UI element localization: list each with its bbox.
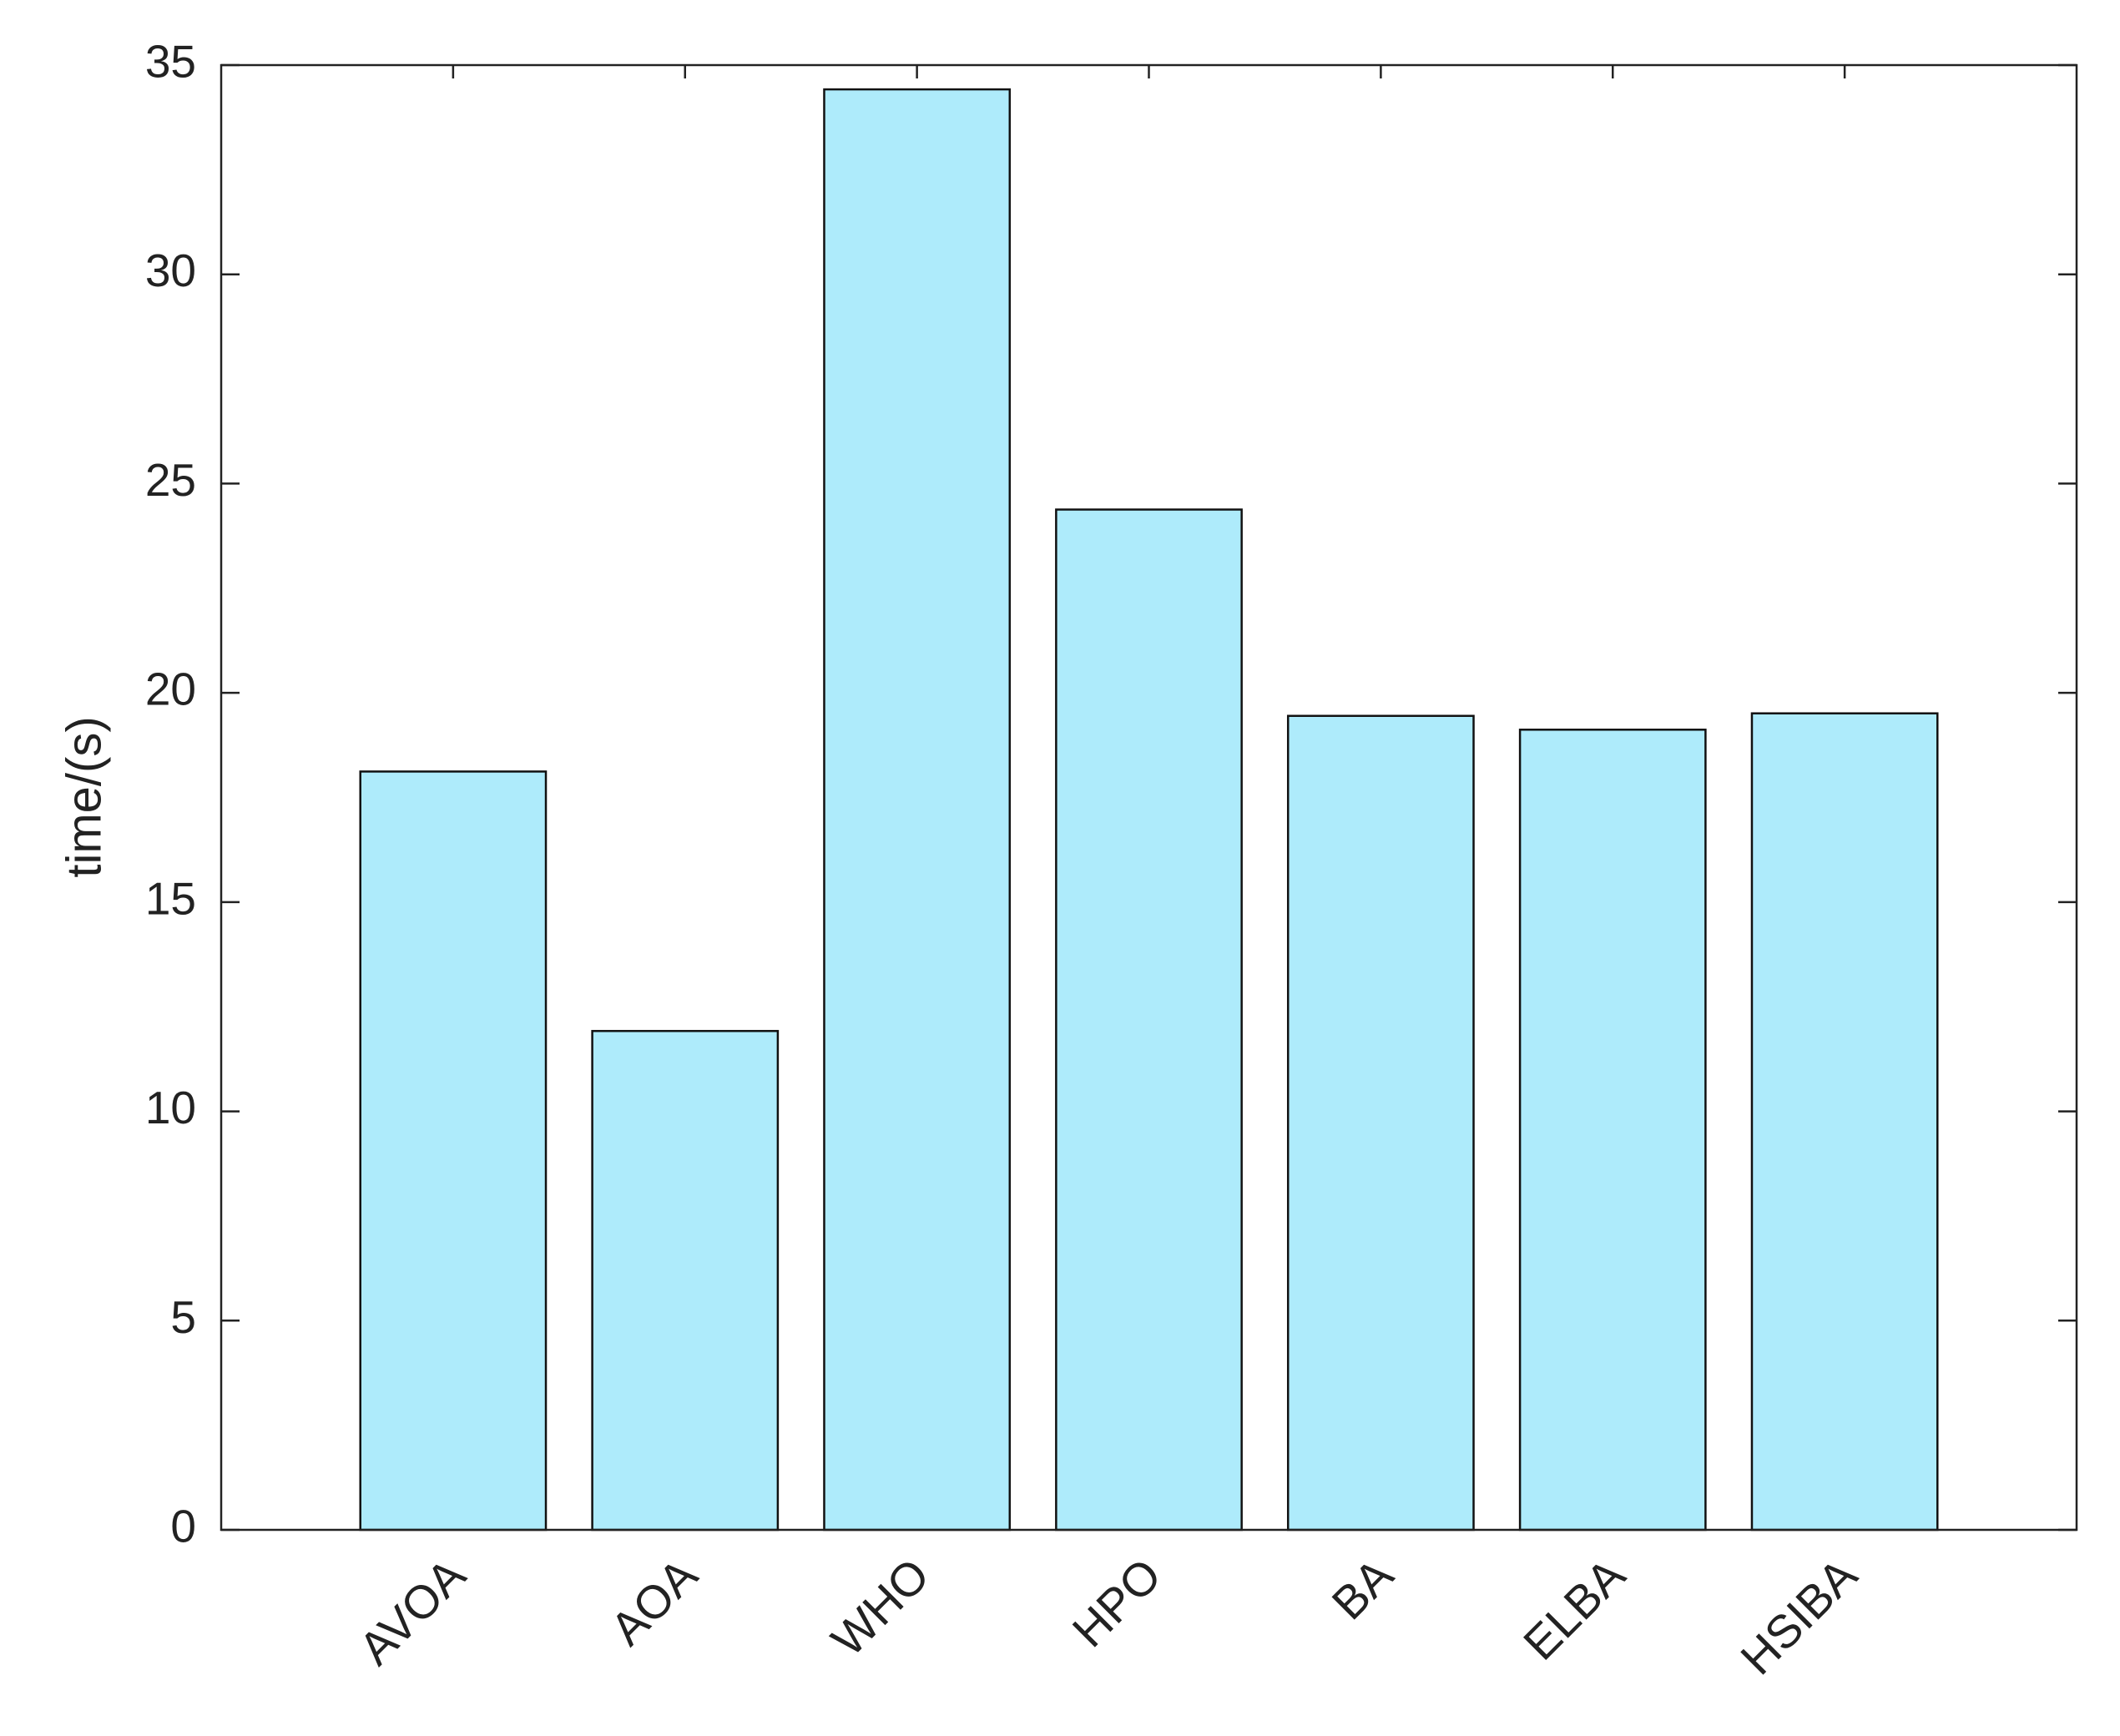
y-axis-label: time/(s): [57, 716, 111, 877]
y-tick-label: 15: [145, 872, 196, 924]
y-tick-label: 10: [145, 1082, 196, 1133]
y-tick-label: 5: [170, 1291, 196, 1343]
x-tick-label: HPO: [1063, 1548, 1171, 1657]
x-tick-label: AOA: [600, 1547, 708, 1655]
x-tick-label: BA: [1321, 1547, 1403, 1629]
x-tick-label: HSIBA: [1730, 1547, 1867, 1684]
bar: [823, 88, 1012, 1532]
bar: [591, 1030, 780, 1532]
axes-box: [220, 63, 2078, 1532]
x-tick-label: ELBA: [1513, 1547, 1635, 1669]
y-tick-label: 30: [145, 245, 196, 296]
y-tick-label: 35: [145, 36, 196, 88]
x-tick-label: AVOA: [349, 1547, 476, 1674]
y-tick-label: 0: [170, 1501, 196, 1552]
bar: [1750, 712, 1939, 1532]
y-tick-label: 25: [145, 454, 196, 506]
bar: [1286, 714, 1475, 1532]
bar: [359, 770, 548, 1532]
bar: [1518, 729, 1707, 1532]
x-tick-label: WHO: [821, 1548, 939, 1666]
bar: [1055, 508, 1243, 1532]
y-tick-label: 20: [145, 664, 196, 715]
